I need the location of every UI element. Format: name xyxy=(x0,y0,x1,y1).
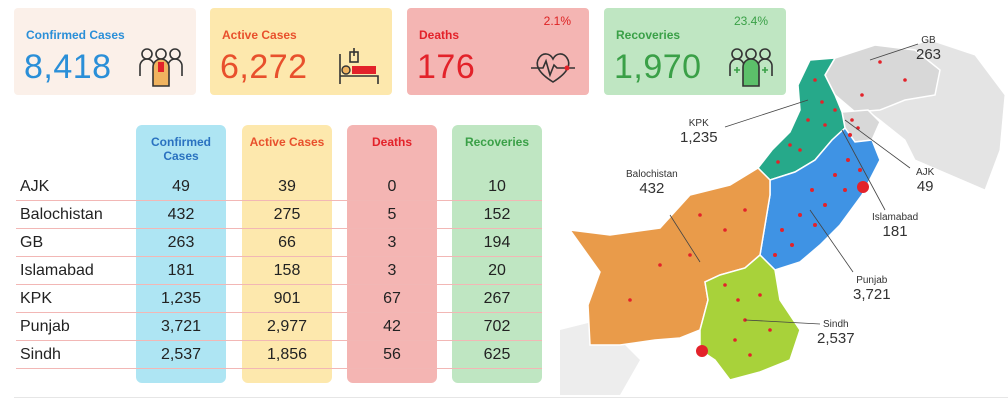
deaths-card: 2.1% Deaths 176 xyxy=(407,8,589,95)
table-row: Punjab 3,721 2,977 42 702 xyxy=(16,312,542,341)
map-label-kpk: KPK 1,235 xyxy=(680,118,718,146)
active-cases-card: Active Cases 6,272 xyxy=(210,8,392,95)
map-label-kpk-name: KPK xyxy=(688,118,709,129)
map-region-punjab xyxy=(759,126,881,271)
active-value: 158 xyxy=(273,262,301,279)
confirmed-value: 1,235 xyxy=(160,290,202,307)
active-column-header: Active Cases xyxy=(249,135,325,149)
case-markers xyxy=(628,60,907,357)
neighbor-region xyxy=(560,320,640,395)
deaths-label: Deaths xyxy=(419,28,460,42)
active-value: 2,977 xyxy=(266,318,308,335)
table-row: AJK 49 39 0 10 xyxy=(16,172,542,201)
map-label-sindh-value: 2,537 xyxy=(817,329,855,347)
active-value: 901 xyxy=(273,290,301,307)
confirmed-cases-card: Confirmed Cases 8,418 xyxy=(14,8,196,95)
confirmed-value: 263 xyxy=(167,234,195,251)
confirmed-cases-value: 8,418 xyxy=(24,48,112,86)
map-label-ajk: AJK 49 xyxy=(916,167,935,195)
recoveries-label: Recoveries xyxy=(616,28,681,42)
map-label-balochistan-value: 432 xyxy=(639,179,665,197)
confirmed-cases-label: Confirmed Cases xyxy=(26,28,125,42)
map-label-gb-value: 263 xyxy=(916,45,942,63)
active-cases-value: 6,272 xyxy=(220,48,308,86)
deaths-value: 0 xyxy=(387,178,397,195)
recoveries-value: 194 xyxy=(483,234,511,251)
table-row: GB 263 66 3 194 xyxy=(16,228,542,257)
confirmed-value: 49 xyxy=(172,178,190,195)
deaths-value: 176 xyxy=(417,48,476,86)
map-label-gb: GB 263 xyxy=(916,35,942,63)
confirmed-value: 3,721 xyxy=(160,318,202,335)
deaths-value: 5 xyxy=(387,206,397,223)
map-label-islamabad: Islamabad 181 xyxy=(872,212,919,240)
deaths-column-header: Deaths xyxy=(371,135,412,149)
deaths-value: 3 xyxy=(387,234,397,251)
map-label-balochistan-name: Balochistan xyxy=(626,169,678,180)
confirmed-value: 2,537 xyxy=(160,346,202,363)
deaths-value: 3 xyxy=(387,262,397,279)
region-name: Islamabad xyxy=(20,262,94,279)
recoveries-value: 625 xyxy=(483,346,511,363)
confirmed-value: 181 xyxy=(167,262,195,279)
people-group-icon xyxy=(138,46,184,93)
map-label-punjab-name: Punjab xyxy=(856,275,888,286)
islamabad-marker xyxy=(857,181,869,193)
active-value: 66 xyxy=(278,234,296,251)
map-label-punjab-value: 3,721 xyxy=(853,285,891,303)
deaths-value: 56 xyxy=(383,346,401,363)
region-name: AJK xyxy=(20,178,50,195)
recoveries-value: 1,970 xyxy=(614,48,702,86)
divider xyxy=(14,397,1008,398)
deaths-value: 42 xyxy=(383,318,401,335)
active-value: 1,856 xyxy=(266,346,308,363)
recoveries-column-header: Recoveries xyxy=(464,135,530,149)
recoveries-value: 267 xyxy=(483,290,511,307)
region-name: Balochistan xyxy=(20,206,103,223)
active-cases-label: Active Cases xyxy=(222,28,297,42)
map-label-sindh-name: Sindh xyxy=(822,319,849,330)
table-row: KPK 1,235 901 67 267 xyxy=(16,284,542,313)
active-value: 39 xyxy=(278,178,296,195)
map-label-islamabad-value: 181 xyxy=(882,222,908,240)
recoveries-card: 23.4% Recoveries 1,970 xyxy=(604,8,786,95)
karachi-marker xyxy=(696,345,708,357)
map-label-punjab: Punjab 3,721 xyxy=(853,275,891,303)
recoveries-value: 702 xyxy=(483,318,511,335)
table-row: Balochistan 432 275 5 152 xyxy=(16,200,542,229)
recoveries-value: 20 xyxy=(488,262,506,279)
table-row: Sindh 2,537 1,856 56 625 xyxy=(16,340,542,369)
map-label-islamabad-name: Islamabad xyxy=(872,212,919,223)
recoveries-value: 10 xyxy=(488,178,506,195)
recovered-people-icon xyxy=(728,46,774,93)
map-label-ajk-name: AJK xyxy=(916,167,935,178)
hospital-bed-icon xyxy=(336,46,382,93)
deaths-value: 67 xyxy=(383,290,401,307)
deaths-percent: 2.1% xyxy=(543,14,571,28)
region-name: KPK xyxy=(20,290,53,307)
heartbeat-icon xyxy=(529,46,577,91)
map-label-gb-name: GB xyxy=(921,35,936,46)
active-value: 275 xyxy=(273,206,301,223)
map-label-sindh: Sindh 2,537 xyxy=(817,319,855,347)
confirmed-column-header: Confirmed Cases xyxy=(151,135,211,163)
region-name: Sindh xyxy=(20,346,61,363)
region-name: Punjab xyxy=(20,318,70,335)
pakistan-province-map xyxy=(560,39,1006,395)
map-label-ajk-value: 49 xyxy=(916,177,934,195)
map-label-kpk-value: 1,235 xyxy=(680,128,718,146)
recoveries-value: 152 xyxy=(483,206,511,223)
map-label-balochistan: Balochistan 432 xyxy=(626,169,678,197)
region-name: GB xyxy=(20,234,44,251)
table-row: Islamabad 181 158 3 20 xyxy=(16,256,542,285)
confirmed-value: 432 xyxy=(167,206,195,223)
recoveries-percent: 23.4% xyxy=(733,14,768,28)
